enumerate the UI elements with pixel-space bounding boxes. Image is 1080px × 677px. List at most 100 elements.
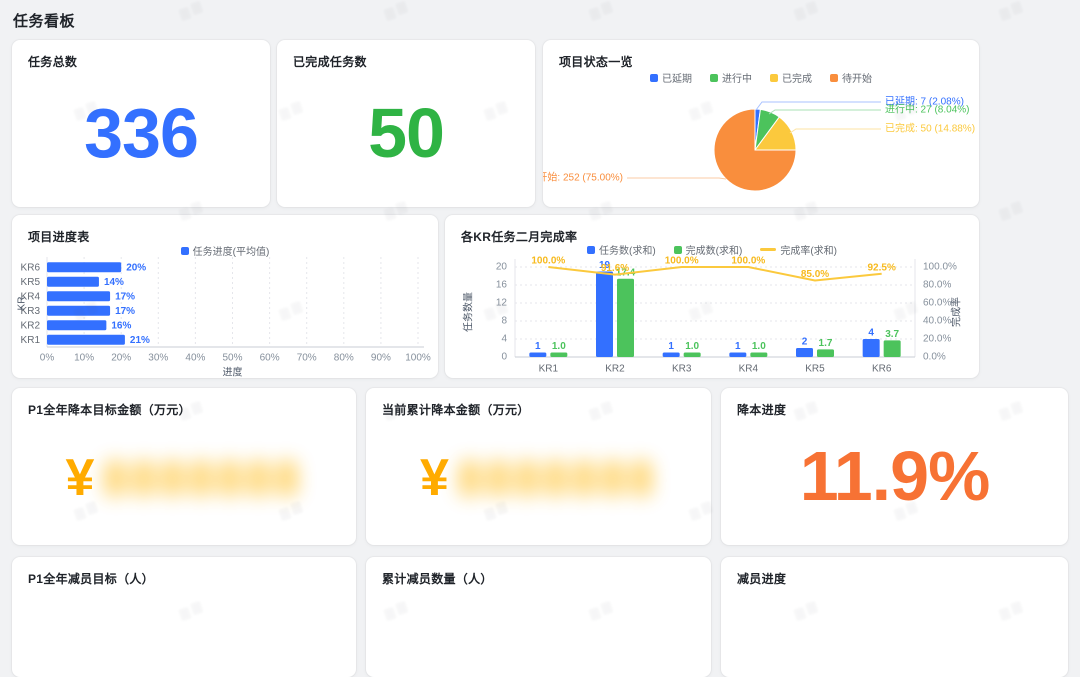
right-axis-tick-label: 0.0%: [923, 352, 946, 363]
bar-value-label: 1: [668, 341, 674, 352]
progress-bar-KR4: [47, 291, 111, 302]
line-value-label: 92.5%: [867, 262, 895, 273]
card-headcount-current: 累计减员数量（人）: [366, 557, 711, 677]
x-axis-tick-label: 20%: [111, 353, 131, 364]
redacted-cost-target-value: 8888888: [102, 450, 303, 505]
completion-rate-line: [548, 266, 882, 282]
line-value-label: 100.0%: [531, 256, 565, 267]
bar-value-label: 17%: [115, 291, 135, 302]
legend-square-marker: [180, 246, 189, 255]
combo-bar-KR3: [662, 352, 680, 357]
card-cost-progress: 降本进度 11.9%: [721, 388, 1068, 545]
card-headcount-target: P1全年减员目标（人）: [12, 557, 356, 677]
card-title-project-progress: 项目进度表: [28, 230, 90, 244]
combo-bar-KR1: [529, 352, 547, 357]
legend-item[interactable]: 进行中: [710, 70, 752, 85]
combo-bar-KR6: [862, 339, 880, 357]
legend-label: 进行中: [722, 74, 752, 85]
combo-bar-KR5: [817, 349, 834, 357]
pie-slice-label: 进行中: 27 (8.04%): [885, 103, 969, 116]
redacted-cost-current-value: 8888888: [456, 450, 657, 505]
pie-leader-line: [627, 177, 727, 180]
left-axis-tick-label: 16: [496, 280, 508, 291]
legend-square-marker: [770, 73, 778, 82]
left-axis-tick-label: 20: [496, 262, 508, 273]
legend-label: 完成数(求和): [685, 246, 743, 257]
x-axis-category-label: KR4: [739, 364, 759, 375]
y-axis-category-label: KR6: [21, 262, 41, 273]
bar-value-label: 4: [868, 328, 874, 339]
left-axis-tick-label: 0: [501, 352, 507, 363]
bar-value-label: 1.0: [752, 341, 766, 352]
legend-item[interactable]: 任务进度(平均值): [180, 243, 269, 258]
line-value-label: 100.0%: [731, 256, 765, 267]
progress-bar-KR6: [47, 262, 122, 273]
legend-square-marker: [710, 73, 718, 82]
x-axis-category-label: KR3: [672, 364, 692, 375]
legend-label: 已延期: [662, 74, 692, 85]
y-axis-category-label: KR3: [21, 306, 41, 317]
x-axis-tick-label: 50%: [222, 353, 242, 364]
y-axis-title: KR: [17, 297, 28, 311]
kr-completion-combo-chart: 0 0.0%4 20.0%8 40.0%12 60.0%16 80.0%20 100.0%1…: [462, 256, 963, 375]
x-axis-tick-label: 40%: [185, 353, 205, 364]
bar-value-label: 3.7: [885, 329, 899, 340]
watermark-mark: [998, 206, 1012, 222]
legend-item[interactable]: 任务数(求和): [586, 242, 656, 257]
total-tasks-value: 336: [84, 93, 199, 172]
bar-value-label: 2: [802, 337, 808, 348]
legend-square-marker: [650, 73, 658, 82]
card-completed-tasks: 已完成任务数 50: [277, 40, 535, 207]
combo-bar-KR4: [729, 352, 747, 357]
card-title-cost-target: P1全年降本目标金额（万元）: [28, 403, 191, 417]
x-axis-tick-label: 10%: [74, 353, 94, 364]
x-axis-tick-label: 80%: [334, 353, 354, 364]
bar-value-label: 1: [535, 341, 541, 352]
legend-item[interactable]: 完成率(求和): [760, 242, 837, 257]
legend-item[interactable]: 完成数(求和): [673, 242, 743, 257]
bar-value-label: 17%: [115, 306, 135, 317]
x-axis-title: 进度: [223, 366, 243, 378]
legend-label: 待开始: [842, 74, 872, 85]
combo-legend: 任务数(求和) 完成数(求和) 完成率(求和): [445, 242, 979, 257]
card-cost-target: P1全年降本目标金额（万元） ¥ 8888888: [12, 388, 356, 545]
project-status-pie-chart: 已延期: 7 (2.08%)进行中: 27 (8.04%) 已完成: 50 (14…: [543, 96, 975, 192]
pie-leader-line: [789, 128, 881, 134]
line-value-label: 100.0%: [665, 256, 699, 267]
progress-bar-KR2: [47, 320, 107, 331]
combo-bar-KR6: [883, 340, 901, 357]
right-axis-title: 完成率: [950, 297, 963, 327]
pie-leader-line: [755, 101, 881, 111]
watermark-mark: [998, 6, 1012, 22]
right-axis-tick-label: 80.0%: [923, 280, 951, 291]
watermark-mark: [383, 6, 397, 22]
x-axis-tick-label: 70%: [297, 353, 317, 364]
x-axis-category-label: KR5: [805, 364, 825, 375]
progress-bar-KR3: [47, 305, 111, 316]
card-headcount-progress: 减员进度: [721, 557, 1068, 677]
bar-value-label: 1.0: [552, 341, 566, 352]
card-title-cost-current: 当前累计降本金额（万元）: [382, 403, 530, 417]
watermark-mark: [588, 6, 602, 22]
y-axis-category-label: KR5: [21, 277, 41, 288]
left-axis-tick-label: 8: [501, 316, 507, 327]
card-project-progress: 项目进度表 任务进度(平均值) 0% 10% 20% 30% 40% 50% 60% 70% 8…: [12, 215, 438, 378]
legend-label: 任务数(求和): [598, 246, 656, 257]
y-axis-category-label: KR1: [21, 335, 41, 346]
x-axis-tick-label: 30%: [148, 353, 168, 364]
left-axis-tick-label: 4: [501, 334, 507, 345]
card-title-project-status: 项目状态一览: [559, 55, 633, 69]
legend-item[interactable]: 已延期: [650, 70, 692, 85]
x-axis-tick-label: 90%: [371, 353, 391, 364]
pie-leader-line: [768, 109, 881, 115]
bar-value-label: 20%: [126, 262, 146, 273]
combo-bar-KR2: [617, 278, 634, 357]
bar-value-label: 1.7: [819, 338, 833, 349]
x-axis-category-label: KR6: [872, 364, 892, 375]
x-axis-tick-label: 0%: [40, 353, 55, 364]
right-axis-tick-label: 60.0%: [923, 298, 951, 309]
card-title-headcount-target: P1全年减员目标（人）: [28, 572, 154, 586]
combo-bar-KR4: [750, 352, 768, 357]
legend-item[interactable]: 待开始: [830, 70, 872, 85]
legend-item[interactable]: 已完成: [770, 70, 812, 85]
